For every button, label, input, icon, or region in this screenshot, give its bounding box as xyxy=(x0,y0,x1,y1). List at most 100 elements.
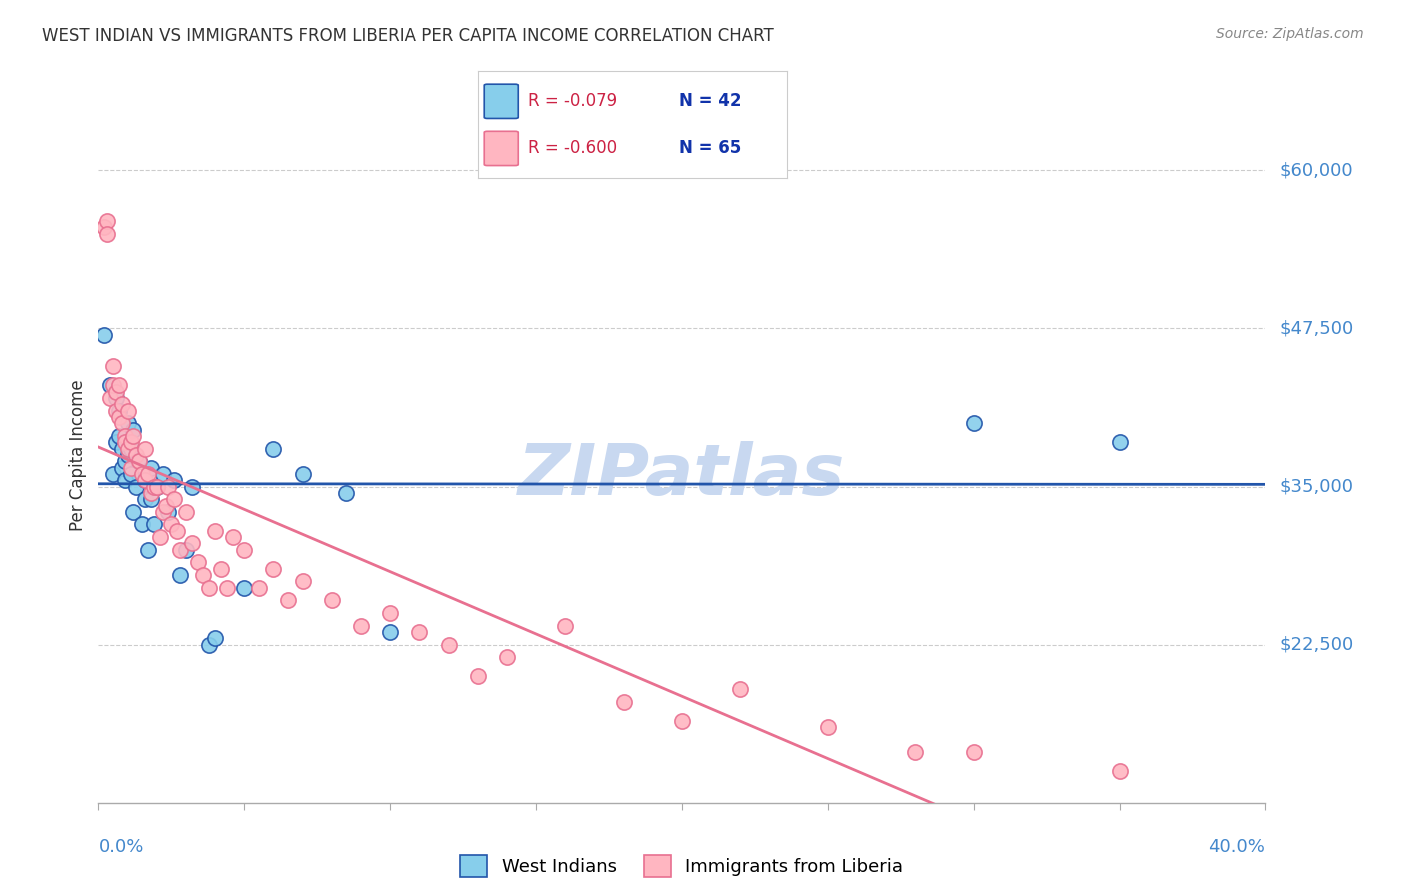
Point xyxy=(139,492,162,507)
Point xyxy=(98,378,121,392)
Point xyxy=(233,542,256,557)
Point xyxy=(163,492,186,507)
Point xyxy=(128,454,150,468)
Point xyxy=(233,581,256,595)
Point xyxy=(111,442,134,456)
Point xyxy=(101,378,124,392)
Point xyxy=(495,650,517,665)
Point xyxy=(204,632,226,646)
Point xyxy=(160,517,183,532)
Point xyxy=(108,378,131,392)
Point xyxy=(277,593,299,607)
Text: R = -0.600: R = -0.600 xyxy=(527,139,617,157)
Point xyxy=(122,423,145,437)
Point xyxy=(142,479,165,493)
FancyBboxPatch shape xyxy=(484,131,519,166)
Point xyxy=(134,492,156,507)
Point xyxy=(117,448,139,462)
Point xyxy=(122,505,145,519)
Point xyxy=(817,720,839,734)
Point xyxy=(209,562,232,576)
Point xyxy=(180,536,202,550)
Point xyxy=(904,745,927,759)
Text: 40.0%: 40.0% xyxy=(1209,838,1265,855)
Point xyxy=(157,479,180,493)
Point xyxy=(134,442,156,456)
Point xyxy=(198,638,221,652)
Point xyxy=(117,403,139,417)
Point xyxy=(131,517,153,532)
Point xyxy=(104,435,127,450)
Point xyxy=(1108,764,1130,779)
Point xyxy=(111,417,134,431)
Point xyxy=(152,467,174,481)
Point xyxy=(157,505,180,519)
Point xyxy=(104,403,127,417)
Point xyxy=(93,220,115,235)
Text: N = 42: N = 42 xyxy=(679,93,741,111)
Point xyxy=(155,499,177,513)
Point xyxy=(104,384,127,399)
Point xyxy=(117,442,139,456)
Point xyxy=(128,454,150,468)
Point xyxy=(962,745,984,759)
Point xyxy=(166,524,188,538)
Point xyxy=(174,505,197,519)
Point xyxy=(136,467,159,481)
Point xyxy=(193,568,215,582)
Point xyxy=(149,530,172,544)
Point xyxy=(378,625,402,640)
Point xyxy=(180,479,202,493)
Point xyxy=(291,467,314,481)
Point xyxy=(247,581,270,595)
Point xyxy=(136,542,159,557)
Point xyxy=(554,618,576,632)
Point xyxy=(120,467,142,481)
Point xyxy=(728,681,751,696)
FancyBboxPatch shape xyxy=(484,84,519,119)
Text: R = -0.079: R = -0.079 xyxy=(527,93,617,111)
Text: $60,000: $60,000 xyxy=(1279,161,1353,179)
Point xyxy=(108,403,131,417)
Point xyxy=(114,435,136,450)
Point xyxy=(198,581,221,595)
Point xyxy=(321,593,343,607)
Point xyxy=(131,467,153,481)
Point xyxy=(204,524,226,538)
Point xyxy=(120,442,142,456)
Point xyxy=(169,568,191,582)
Point xyxy=(146,479,169,493)
Text: N = 65: N = 65 xyxy=(679,139,741,157)
Point xyxy=(134,473,156,487)
Point xyxy=(671,714,693,728)
Point xyxy=(108,429,131,443)
Point xyxy=(146,479,169,493)
Point xyxy=(114,454,136,468)
Point xyxy=(108,409,131,424)
Point xyxy=(139,460,162,475)
Point xyxy=(169,542,191,557)
Point xyxy=(139,486,162,500)
Point xyxy=(96,227,118,241)
Point xyxy=(125,448,148,462)
Point xyxy=(378,606,402,620)
Text: $47,500: $47,500 xyxy=(1279,319,1354,337)
Point xyxy=(142,517,165,532)
Point xyxy=(93,327,115,342)
Point xyxy=(122,429,145,443)
Text: $35,000: $35,000 xyxy=(1279,477,1354,496)
Point xyxy=(221,530,243,544)
Point xyxy=(104,391,127,405)
Point xyxy=(612,695,634,709)
Point xyxy=(467,669,489,683)
Text: Source: ZipAtlas.com: Source: ZipAtlas.com xyxy=(1216,27,1364,41)
Point xyxy=(111,460,134,475)
Point xyxy=(1108,435,1130,450)
Point xyxy=(98,391,121,405)
Point xyxy=(120,460,142,475)
Point xyxy=(114,473,136,487)
Point xyxy=(120,435,142,450)
Point xyxy=(437,638,460,652)
Point xyxy=(187,556,209,570)
Text: $22,500: $22,500 xyxy=(1279,636,1354,654)
